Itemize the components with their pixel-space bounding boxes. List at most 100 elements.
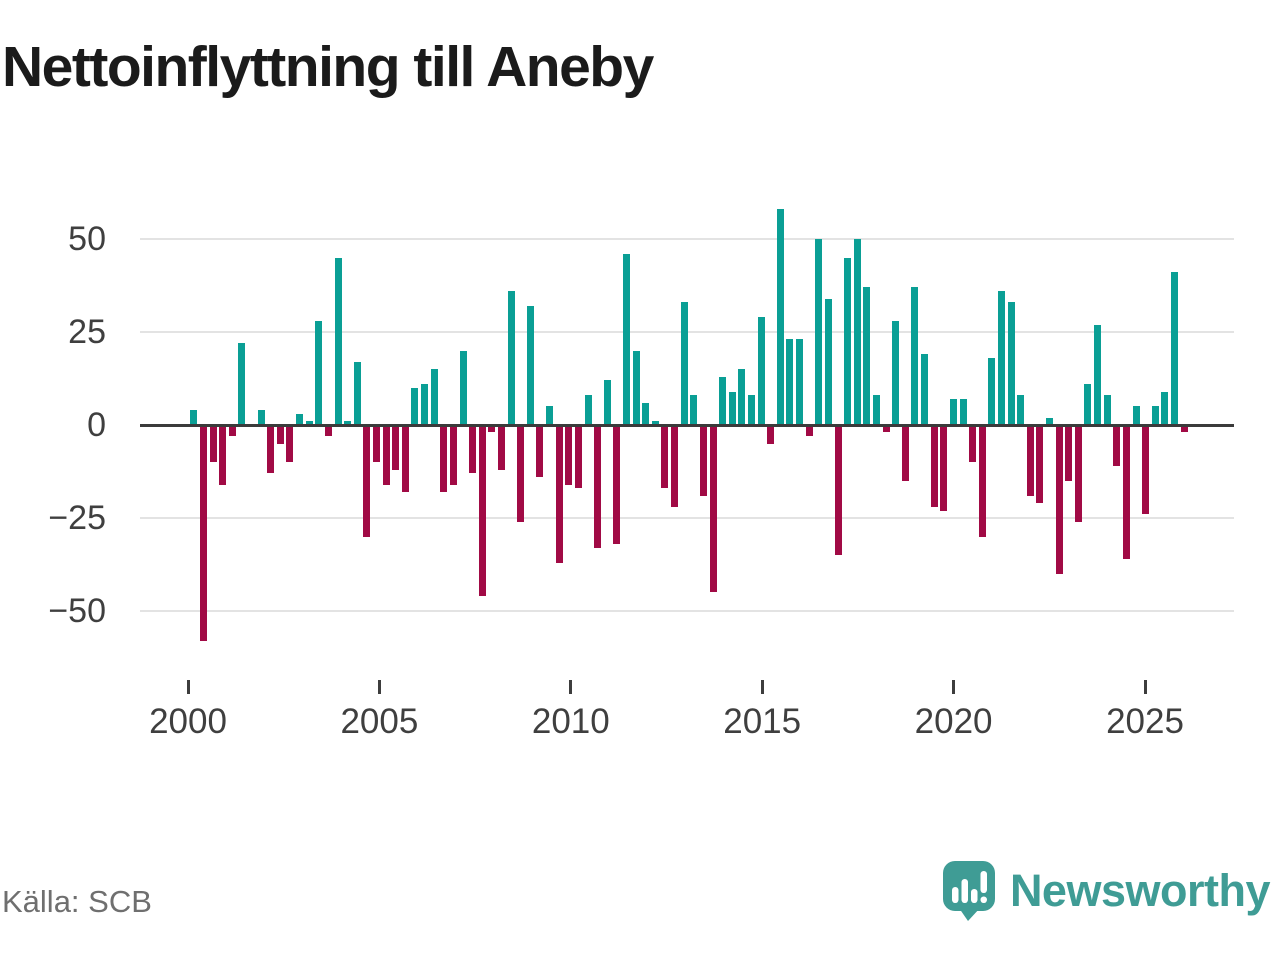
x-tick-2000 [186,680,190,694]
brand-lockup: Newsworthy [942,860,1271,922]
grid-line-50 [140,238,1234,240]
bar-2024Q3 [1133,406,1140,425]
bar-2005Q4 [411,388,418,425]
bar-2000Q4 [219,425,226,485]
bar-2014Q3 [748,395,755,425]
grid-line--50 [140,610,1234,612]
bar-2012Q2 [661,425,668,488]
bar-2013Q3 [710,425,717,592]
bar-2025Q3 [1171,272,1178,425]
bar-2017Q1 [844,258,851,425]
bar-2009Q2 [546,406,553,425]
bar-2009Q1 [536,425,543,477]
bar-2022Q4 [1065,425,1072,481]
bar-2024Q2 [1123,425,1130,559]
bar-2020Q3 [979,425,986,537]
bar-2006Q2 [431,369,438,425]
chart-title: Nettoinflyttning till Aneby [2,35,654,99]
bar-2011Q2 [623,254,630,425]
bar-2018Q2 [892,321,899,425]
bar-2014Q1 [729,392,736,425]
bar-2013Q4 [719,377,726,425]
bar-2002Q2 [277,425,284,444]
bar-2012Q3 [671,425,678,507]
bar-2013Q1 [690,395,697,425]
x-tick-2020 [952,680,956,694]
bar-2003Q2 [315,321,322,425]
zero-axis-line [140,423,1234,427]
y-tick-label--25: −25 [48,499,106,537]
bar-2018Q4 [911,287,918,425]
x-tick-2025 [1143,680,1147,694]
y-tick-label-50: 50 [68,220,106,258]
bar-2016Q1 [806,425,813,436]
y-tick-label--50: −50 [48,592,106,630]
bar-2009Q4 [565,425,572,485]
bar-2009Q3 [556,425,563,563]
bar-2017Q3 [863,287,870,425]
bar-2018Q3 [902,425,909,481]
bar-2013Q2 [700,425,707,496]
bar-2007Q3 [479,425,486,596]
bar-2011Q4 [642,403,649,425]
bar-2010Q4 [604,380,611,425]
bar-2006Q4 [450,425,457,485]
x-tick-label-2020: 2020 [914,702,993,741]
bar-2006Q1 [421,384,428,425]
bar-2002Q3 [286,425,293,462]
bar-2021Q3 [1017,395,1024,425]
x-tick-label-2000: 2000 [149,702,227,741]
bar-2008Q4 [527,306,534,425]
bar-2016Q3 [825,299,832,425]
bar-2007Q1 [460,351,467,425]
bar-2001Q1 [229,425,236,436]
source-note: Källa: SCB [2,884,152,919]
bar-2001Q4 [258,410,265,425]
bar-2008Q1 [498,425,505,470]
x-tick-label-2010: 2010 [531,702,610,741]
bar-2014Q4 [758,317,765,425]
bar-2006Q3 [440,425,447,492]
bar-2023Q1 [1075,425,1082,522]
bar-2020Q1 [960,399,967,425]
bar-2007Q2 [469,425,476,473]
y-tick-label-25: 25 [68,313,106,351]
bar-2024Q4 [1142,425,1149,514]
bar-2011Q1 [613,425,620,544]
bar-2010Q1 [575,425,582,488]
bar-2012Q1 [652,421,659,425]
bar-2003Q1 [306,421,313,425]
bar-2007Q4 [488,425,495,432]
bar-2005Q1 [383,425,390,485]
x-tick-2005 [377,680,381,694]
x-tick-label-2015: 2015 [723,702,802,741]
bar-2004Q1 [344,421,351,425]
bar-2020Q4 [988,358,995,425]
bar-2022Q2 [1046,418,1053,425]
bar-2019Q3 [940,425,947,511]
bar-2015Q3 [786,339,793,425]
bar-2010Q3 [594,425,601,548]
bar-2011Q3 [633,351,640,425]
bar-2004Q4 [373,425,380,462]
bar-2004Q2 [354,362,361,425]
bar-2015Q1 [767,425,774,444]
bar-2003Q4 [335,258,342,425]
bar-2025Q4 [1181,425,1188,432]
bar-2012Q4 [681,302,688,425]
bar-2021Q4 [1027,425,1034,496]
bar-2010Q2 [585,395,592,425]
bar-2016Q4 [835,425,842,555]
bar-2022Q3 [1056,425,1063,574]
bar-2003Q3 [325,425,332,436]
bar-2023Q2 [1084,384,1091,425]
bar-2002Q4 [296,414,303,425]
bar-2005Q3 [402,425,409,492]
bar-2015Q4 [796,339,803,425]
bar-2025Q2 [1161,392,1168,425]
brand-name: Newsworthy [1009,865,1271,916]
bar-2023Q3 [1094,325,1101,425]
bar-2000Q2 [200,425,207,641]
bar-2000Q1 [190,410,197,425]
